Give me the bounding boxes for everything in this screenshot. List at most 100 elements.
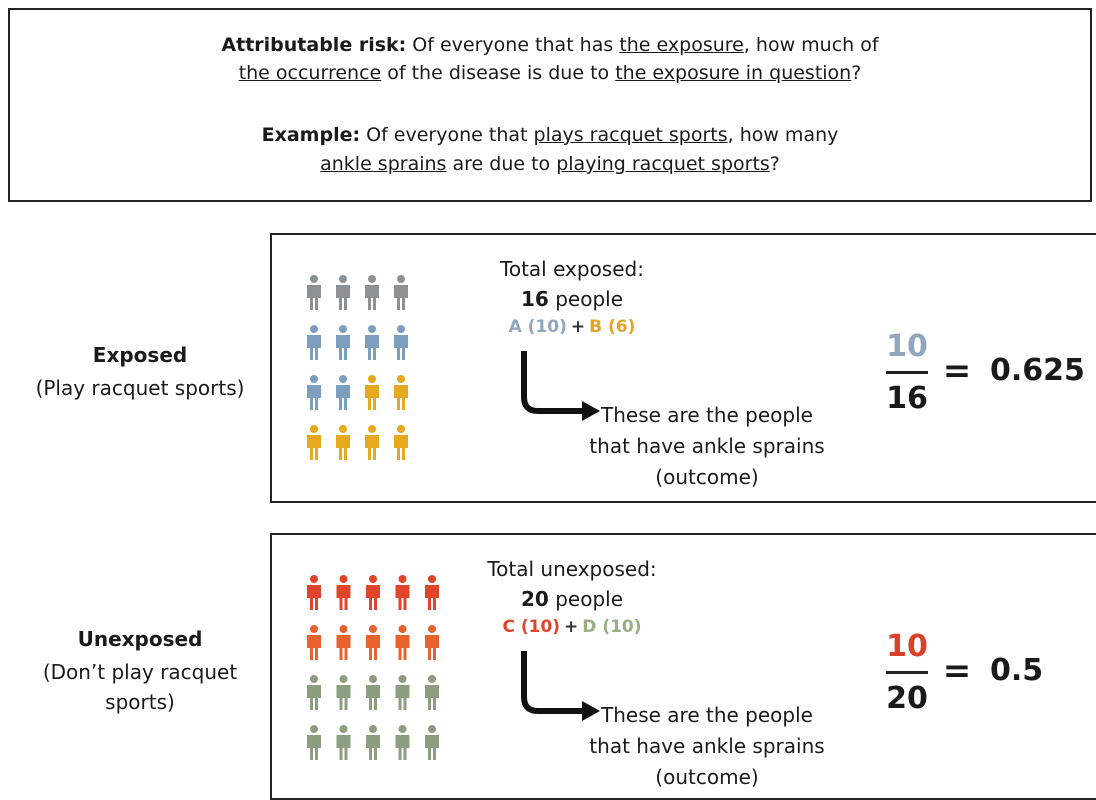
- total-heading: Total unexposed:: [487, 557, 657, 581]
- person-icon: [307, 625, 321, 660]
- denominator: 16: [886, 381, 928, 416]
- person-icon: [394, 325, 408, 360]
- arrow-head: [582, 401, 600, 421]
- body: [425, 685, 439, 710]
- body: [394, 335, 408, 360]
- head: [339, 625, 348, 633]
- numerator: 10: [886, 329, 928, 364]
- formula-part: +: [564, 617, 579, 637]
- body: [336, 585, 351, 610]
- head: [428, 575, 436, 583]
- result: 0.5: [990, 653, 1044, 688]
- body: [336, 385, 350, 410]
- body: [365, 285, 379, 310]
- note-line: that have ankle sprains: [589, 434, 825, 458]
- person-icon: [307, 375, 321, 410]
- total-unit: people: [555, 587, 623, 611]
- head: [398, 575, 407, 583]
- formula: C (10) + D (10): [482, 617, 662, 637]
- body: [366, 735, 380, 760]
- person-icon: [307, 425, 321, 460]
- person-icon: [336, 625, 351, 660]
- total: 20 people: [482, 587, 662, 611]
- body: [307, 285, 321, 310]
- arrow-head: [582, 701, 600, 721]
- definition-box: Attributable risk: Of everyone that has …: [8, 8, 1092, 202]
- formula-part: B (6): [589, 317, 636, 337]
- arrow-line: [521, 651, 584, 714]
- person-icon: [366, 675, 380, 710]
- body: [307, 435, 321, 460]
- person-icon: [336, 725, 351, 760]
- denominator: 20: [886, 681, 928, 716]
- text: Of everyone that has: [412, 34, 620, 56]
- person-icon: [425, 575, 439, 610]
- person-icon: [336, 575, 351, 610]
- person-icon: [336, 275, 350, 310]
- formula-part: D (10): [582, 617, 642, 637]
- body: [307, 685, 321, 710]
- body: [336, 435, 350, 460]
- label: Unexposed: [77, 627, 203, 651]
- body: [425, 635, 439, 660]
- person-icon: [395, 725, 410, 760]
- body: [394, 285, 408, 310]
- body: [307, 335, 321, 360]
- person-icon: [395, 625, 410, 660]
- text-line: the occurrence of the disease is due to …: [10, 62, 1090, 84]
- body: [395, 635, 410, 660]
- body: [365, 335, 379, 360]
- person-icon: [307, 675, 321, 710]
- head: [428, 625, 436, 633]
- body: [395, 735, 410, 760]
- body: [395, 685, 410, 710]
- label: Example:: [261, 124, 361, 146]
- person-icon: [336, 675, 351, 710]
- result: 0.625: [990, 353, 1085, 388]
- text: Of everyone that: [366, 124, 534, 146]
- label: Exposed: [92, 343, 188, 367]
- head: [339, 425, 347, 433]
- body: [336, 685, 351, 710]
- text: of the disease is due to: [381, 62, 616, 84]
- person-icon: [394, 425, 408, 460]
- group-label: Exposed: [15, 343, 265, 367]
- head: [310, 325, 318, 333]
- person-icon: [425, 725, 439, 760]
- person-icon: [366, 725, 380, 760]
- text: ?: [851, 62, 862, 84]
- person-icon: [365, 375, 379, 410]
- person-icon: [366, 575, 380, 610]
- head: [310, 625, 318, 633]
- body: [365, 385, 379, 410]
- total-heading: Total exposed:: [500, 257, 644, 281]
- body: [307, 635, 321, 660]
- body: [366, 685, 380, 710]
- person-icon: [336, 325, 350, 360]
- text-line: ankle sprains are due to playing racquet…: [10, 153, 1090, 175]
- person-icon: [394, 375, 408, 410]
- head: [428, 725, 436, 733]
- head: [397, 275, 405, 283]
- body: [366, 635, 380, 660]
- total-count: 16: [521, 287, 549, 311]
- note-line: These are the people: [601, 703, 813, 727]
- person-icon: [365, 425, 379, 460]
- body: [395, 585, 410, 610]
- fraction-bar: [886, 671, 928, 674]
- person-icon: [425, 625, 439, 660]
- head: [398, 675, 407, 683]
- head: [369, 575, 377, 583]
- note-line: These are the people: [601, 403, 813, 427]
- formula-part: C (10): [502, 617, 561, 637]
- text-line: Attributable risk: Of everyone that has …: [10, 34, 1090, 56]
- equals: =: [942, 651, 972, 691]
- person-icon: [394, 275, 408, 310]
- person-icon: [365, 275, 379, 310]
- head: [310, 275, 318, 283]
- head: [397, 325, 405, 333]
- group-sublabel: (Don’t play racquet sports): [42, 660, 238, 714]
- text: are due to: [446, 153, 557, 175]
- person-icon: [365, 325, 379, 360]
